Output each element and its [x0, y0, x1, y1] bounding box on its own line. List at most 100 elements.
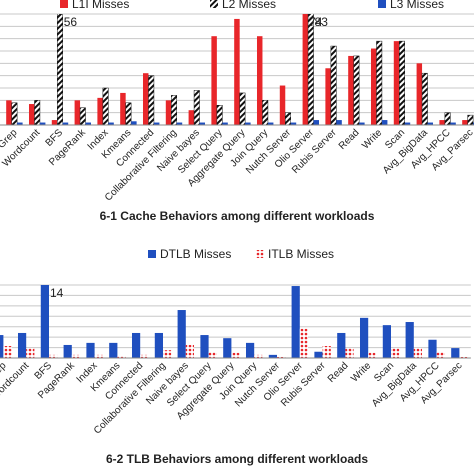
bar	[302, 14, 309, 126]
bar	[97, 97, 103, 125]
bar	[49, 354, 58, 358]
x-tick-label: Write	[349, 360, 373, 384]
chart-title: 6-1 Cache Behaviors among different work…	[100, 209, 375, 223]
bar	[290, 122, 297, 125]
bar	[6, 100, 12, 125]
bar	[140, 354, 149, 358]
bar	[359, 317, 369, 358]
bar	[165, 100, 172, 125]
x-tick-label: Grep	[0, 360, 9, 384]
bar	[3, 346, 12, 358]
bar	[17, 332, 27, 358]
bar	[231, 352, 240, 358]
bar	[313, 120, 320, 125]
bar	[279, 85, 286, 125]
bar	[345, 348, 354, 358]
bar	[330, 45, 337, 126]
bar	[353, 55, 360, 126]
bar	[451, 348, 460, 358]
bar	[163, 350, 172, 358]
bar	[370, 48, 377, 125]
bar	[120, 92, 126, 125]
bar	[216, 105, 223, 126]
bar	[239, 92, 246, 126]
bar	[391, 348, 400, 358]
bar	[404, 122, 411, 125]
bar	[462, 120, 468, 125]
bar	[177, 310, 186, 358]
bar	[199, 122, 206, 125]
bar	[154, 332, 163, 358]
value-label: 83	[315, 15, 329, 29]
bar	[223, 338, 232, 358]
bar	[86, 342, 95, 358]
legend-label: L1I Misses	[72, 0, 129, 11]
legend-label: DTLB Misses	[160, 247, 231, 261]
legend-swatch	[378, 0, 386, 8]
legend-swatch	[148, 250, 156, 258]
bar	[291, 286, 300, 358]
bar	[131, 332, 141, 358]
bar	[193, 90, 200, 126]
bar	[117, 355, 126, 358]
bar	[63, 344, 72, 358]
bar	[142, 73, 149, 125]
bar	[262, 100, 269, 126]
bar	[337, 332, 346, 358]
bar	[211, 36, 217, 126]
bar	[299, 328, 309, 358]
bar	[467, 114, 474, 126]
bar	[245, 342, 255, 358]
bar	[131, 121, 137, 125]
legend-label: ITLB Misses	[268, 247, 334, 261]
bar	[254, 354, 263, 358]
bar	[314, 351, 323, 358]
bar	[268, 354, 277, 358]
bar	[28, 104, 35, 125]
bar	[11, 102, 18, 126]
bar	[336, 120, 342, 125]
bar	[109, 342, 118, 358]
bar	[359, 122, 365, 125]
value-label: 14	[50, 286, 64, 300]
bar	[57, 14, 63, 126]
legend-label: L3 Misses	[390, 0, 444, 11]
bar	[421, 72, 428, 126]
bar	[185, 344, 195, 358]
bar	[71, 354, 81, 358]
bar	[368, 352, 377, 358]
bar	[376, 40, 383, 126]
plot-area	[6, 14, 474, 126]
bar	[108, 122, 114, 125]
bar	[102, 87, 109, 126]
bar	[348, 55, 354, 125]
bar	[188, 110, 195, 125]
bar	[405, 322, 414, 358]
legend-swatch	[60, 0, 68, 8]
bar	[17, 122, 23, 125]
bar	[322, 346, 331, 358]
bar	[176, 122, 183, 125]
bar	[427, 122, 434, 125]
bar	[148, 75, 155, 126]
bar	[416, 63, 423, 125]
value-label: 74	[309, 15, 323, 29]
bar	[26, 348, 35, 358]
bar	[40, 285, 49, 358]
bar	[34, 100, 41, 126]
x-tick-label: Read	[337, 127, 362, 152]
bar	[94, 354, 103, 358]
bar	[459, 356, 468, 358]
x-tick-label: Write	[360, 127, 384, 151]
bar	[0, 335, 4, 358]
bar	[79, 107, 86, 126]
bar	[382, 325, 391, 358]
legend-swatch	[210, 0, 218, 8]
bar	[381, 120, 388, 125]
value-label: 56	[64, 15, 78, 29]
bar	[153, 122, 160, 125]
bar	[267, 122, 274, 125]
bar	[325, 68, 331, 125]
legend-label: L2 Misses	[222, 0, 276, 11]
